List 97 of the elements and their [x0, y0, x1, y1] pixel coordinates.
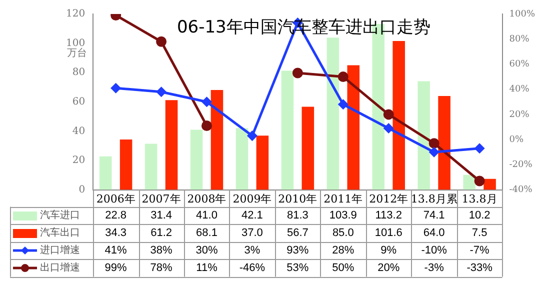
bar — [210, 90, 224, 190]
bar — [281, 70, 294, 190]
data-label: 74.1 — [423, 210, 445, 222]
point — [247, 131, 257, 141]
data-label: 41.0 — [196, 210, 218, 222]
y2-tick-label: 20% — [509, 110, 530, 120]
bar — [326, 38, 340, 190]
y2-tick-label: 40% — [509, 84, 530, 95]
x-tick-label: 13.8月 — [462, 192, 498, 206]
data-label: 30% — [196, 244, 218, 257]
data-label: -33% — [466, 262, 493, 274]
data-label: -10% — [421, 244, 448, 257]
text: -46% — [239, 262, 266, 274]
point — [292, 68, 303, 78]
x-tick-label: 2009年 — [232, 192, 272, 206]
data-label: 56.7 — [286, 227, 308, 240]
point — [474, 176, 485, 186]
y-tick-label: 120 — [66, 8, 86, 20]
data-label: -7% — [470, 244, 490, 257]
x-tick-label: 2011年 — [324, 192, 363, 206]
y-tick-label: 0 — [78, 184, 86, 196]
data-label: 28% — [332, 244, 354, 257]
data-label: 20% — [378, 262, 400, 274]
point — [428, 138, 440, 149]
bar — [418, 81, 430, 190]
data-label: 22.8 — [105, 210, 127, 222]
data-label: 11% — [196, 262, 218, 274]
point — [202, 120, 212, 132]
bar — [190, 130, 203, 190]
point — [384, 124, 394, 134]
data-label: 34.3 — [105, 227, 127, 240]
bar — [347, 65, 360, 190]
point — [338, 72, 348, 82]
point — [156, 87, 166, 97]
data-label: 38% — [150, 244, 173, 257]
point — [429, 147, 439, 157]
data-label: 7.5 — [472, 227, 488, 240]
data-label: 68.1 — [196, 227, 218, 240]
y2-tick-label: 60% — [509, 60, 530, 70]
bar — [99, 156, 112, 190]
y-tick-label: 80 — [72, 67, 86, 78]
y2-tick-label: -20% — [509, 160, 533, 170]
data-label: 93% — [286, 244, 309, 257]
data-label: 78% — [150, 262, 173, 274]
data-label: 103.9 — [329, 210, 357, 222]
y2-tick-label: 80% — [509, 34, 530, 44]
y2-tick-label: -40% — [509, 185, 533, 196]
x-tick-label: 2010年 — [278, 192, 318, 206]
data-label: 41% — [104, 244, 128, 257]
y-tick-label: 100 — [66, 38, 86, 49]
data-label: 101.6 — [374, 227, 402, 240]
data-label: 37.0 — [242, 227, 263, 240]
bar — [302, 106, 314, 190]
data-label: 85.0 — [332, 227, 354, 240]
bar — [484, 178, 496, 190]
legend-label: 汽车出口 — [40, 226, 80, 239]
data-label: 64.0 — [423, 227, 445, 240]
bar — [236, 128, 248, 190]
bar — [392, 40, 405, 190]
y-tick-label: 40 — [72, 126, 86, 137]
data-label: 50% — [332, 262, 354, 274]
data-label: 81.3 — [286, 210, 308, 222]
y-tick-label: 20 — [72, 155, 86, 166]
bar — [463, 174, 476, 190]
data-label: 61.2 — [150, 227, 172, 240]
data-label: 9% — [380, 244, 397, 257]
data-label: 53% — [286, 262, 309, 274]
x-tick-label: 2006年 — [96, 192, 136, 206]
data-label: 10.2 — [468, 210, 490, 222]
data-label: 99% — [104, 262, 128, 274]
y2-tick-label: 0% — [509, 134, 524, 145]
x-tick-label: 2007年 — [142, 192, 181, 206]
data-label: 42.1 — [242, 210, 263, 222]
y-tick-label: 60 — [72, 96, 86, 108]
point — [474, 144, 484, 154]
data-label: -3% — [424, 262, 444, 274]
data-label: 113.2 — [375, 210, 402, 222]
y-axis-title: 万台 — [67, 46, 88, 59]
data-label: 3% — [244, 244, 260, 257]
legend-label: 出口增速 — [40, 262, 80, 274]
x-tick-label: 2008年 — [187, 192, 226, 206]
bar — [144, 144, 158, 190]
legend-label: 汽车进口 — [40, 209, 80, 222]
bar — [438, 96, 450, 190]
bar — [165, 100, 178, 190]
point — [111, 83, 121, 93]
point — [383, 109, 394, 120]
point — [156, 36, 167, 47]
data-label: 31.4 — [150, 210, 172, 222]
y2-tick-label: 100% — [509, 9, 536, 20]
legend-label: 进口增速 — [40, 244, 80, 256]
bar — [120, 140, 132, 190]
point — [202, 97, 212, 107]
point — [338, 100, 348, 110]
x-tick-label: 13.8月累 — [410, 192, 458, 206]
x-tick-label: 2012年 — [369, 192, 408, 206]
bar — [256, 136, 269, 190]
